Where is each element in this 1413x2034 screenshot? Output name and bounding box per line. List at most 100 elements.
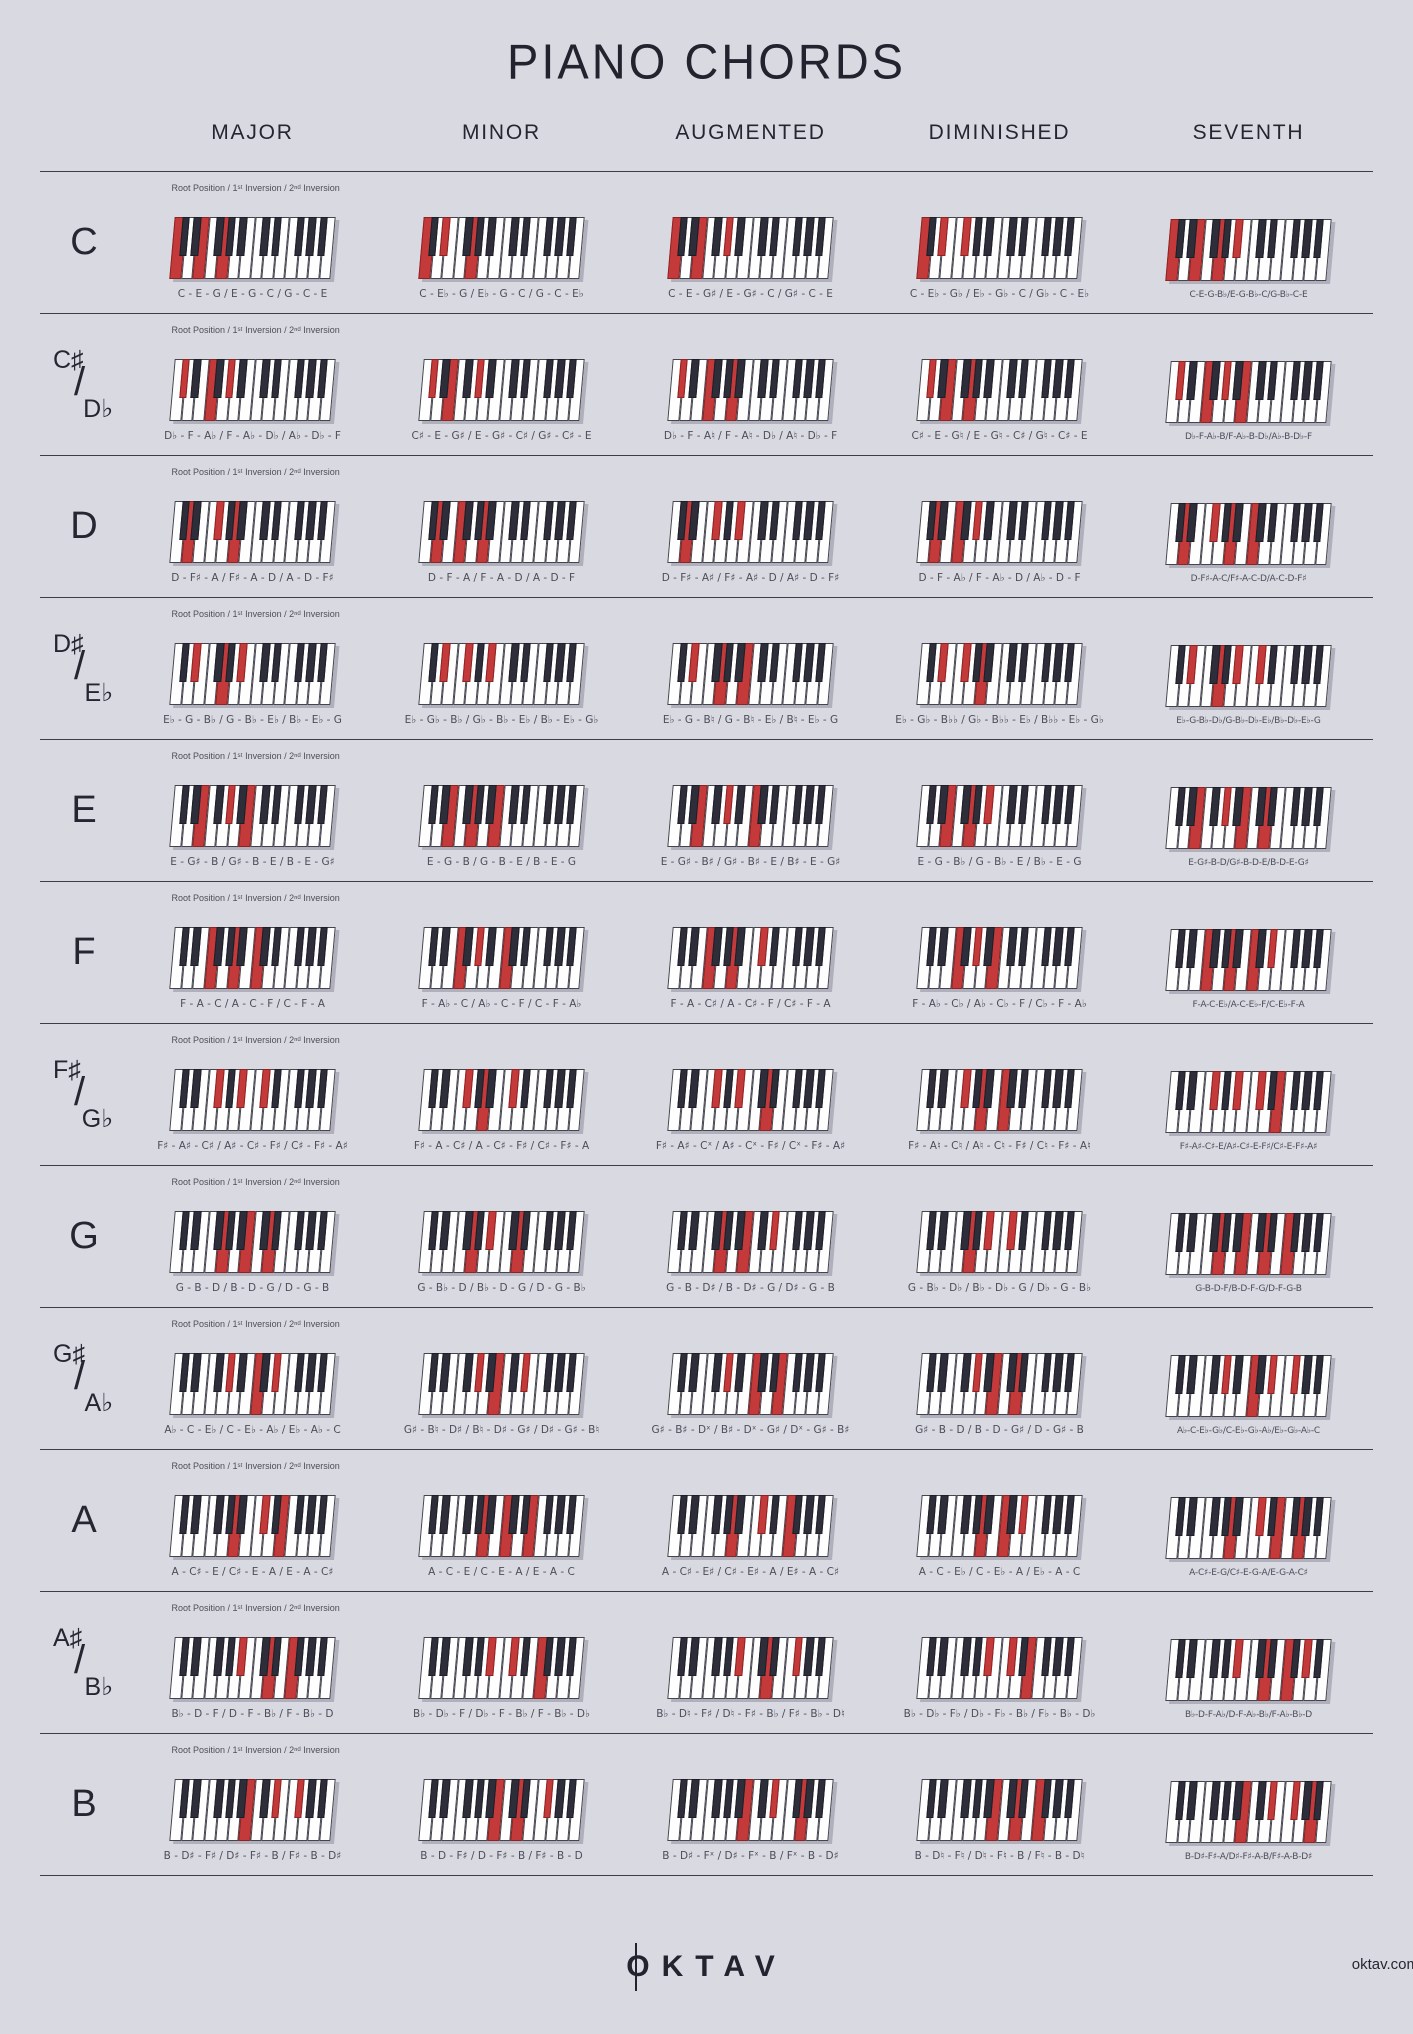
chord-cell-seventh: B♭-D-F-A♭/D-F-A♭-B♭/F-A♭-B♭-D <box>1124 1592 1373 1733</box>
root-sharp-name: A♯ <box>53 1623 83 1652</box>
chord-row: A Root Position / 1ˢᵗ Inversion / 2ⁿᵈ Inv… <box>40 1449 1373 1591</box>
root-flat-name: G♭ <box>81 1104 113 1133</box>
chord-cell-augmented: B - D♯ - Fˣ / D♯ - Fˣ - B / Fˣ - B - D♯ <box>626 1734 875 1875</box>
chord-row: G♯ / A♭ Root Position / 1ˢᵗ Inversion / 2ⁿᵈ… <box>40 1307 1373 1449</box>
root-name: B <box>71 1783 97 1825</box>
keyboard-diagram <box>169 1353 336 1415</box>
chord-cell-minor: E♭ - G♭ - B♭ / G♭ - B♭ - E♭ / B♭ - E♭ - … <box>377 598 626 739</box>
column-headers: MAJOR MINOR AUGMENTED DIMINISHED SEVENTH <box>0 121 1413 145</box>
chord-cell-diminished: E♭ - G♭ - B♭♭ / G♭ - B♭♭ - E♭ / B♭♭ - E♭… <box>875 598 1124 739</box>
inversion-note: Root Position / 1ˢᵗ Inversion / 2ⁿᵈ Inve… <box>171 467 340 477</box>
chord-cell-minor: C♯ - E - G♯ / E - G♯ - C♯ / G♯ - C♯ - E <box>377 314 626 455</box>
root-label-enharmonic: D♯ / E♭ <box>53 630 115 707</box>
root-label: C♯ / D♭ <box>40 314 128 455</box>
chord-cell-seventh: F-A-C-E♭/A-C-E♭-F/C-E♭-F-A <box>1124 882 1373 1023</box>
root-label: E <box>40 740 128 881</box>
keyboard-diagram <box>667 1637 834 1699</box>
chord-cell-minor: B - D - F♯ / D - F♯ - B / F♯ - B - D <box>377 1734 626 1875</box>
chord-cell-diminished: C♯ - E - G♮ / E - G♮ - C♯ / G♮ - C♯ - E <box>875 314 1124 455</box>
chord-cell-seventh: D♭-F-A♭-B/F-A♭-B-D♭/A♭-B-D♭-F <box>1124 314 1373 455</box>
chord-cell-seventh: B-D♯-F♯-A/D♯-F♯-A-B/F♯-A-B-D♯ <box>1124 1734 1373 1875</box>
chord-notes-label: F-A-C-E♭/A-C-E♭-F/C-E♭-F-A <box>1192 1000 1305 1010</box>
inversion-note: Root Position / 1ˢᵗ Inversion / 2ⁿᵈ Inve… <box>171 1177 340 1187</box>
chord-cell-diminished: E - G - B♭ / G - B♭ - E / B♭ - E - G <box>875 740 1124 881</box>
chord-cell-major: Root Position / 1ˢᵗ Inversion / 2ⁿᵈ Inve… <box>128 1734 377 1875</box>
inversion-note: Root Position / 1ˢᵗ Inversion / 2ⁿᵈ Inve… <box>171 325 340 335</box>
keyboard-diagram <box>418 643 585 705</box>
inversion-note: Root Position / 1ˢᵗ Inversion / 2ⁿᵈ Inve… <box>171 1319 340 1329</box>
keyboard-diagram <box>1165 219 1332 281</box>
chord-cell-diminished: C - E♭ - G♭ / E♭ - G♭ - C / G♭ - C - E♭ <box>875 172 1124 313</box>
chord-cell-augmented: D♭ - F - A♮ / F - A♮ - D♭ / A♮ - D♭ - F <box>626 314 875 455</box>
inversion-note: Root Position / 1ˢᵗ Inversion / 2ⁿᵈ Inve… <box>171 1745 340 1755</box>
root-label-enharmonic: A♯ / B♭ <box>53 1623 115 1701</box>
chord-notes-label: C - E - G♯ / E - G♯ - C / G♯ - C - E <box>668 288 833 300</box>
root-flat-name: E♭ <box>84 678 113 707</box>
chord-notes-label: E♭-G-B♭-D♭/G-B♭-D♭-E♭/B♭-D♭-E♭-G <box>1176 716 1321 726</box>
chord-cell-minor: D - F - A / F - A - D / A - D - F <box>377 456 626 597</box>
root-label-enharmonic: F♯ / G♭ <box>53 1055 115 1133</box>
chord-notes-label: D-F♯-A-C/F♯-A-C-D/A-C-D-F♯ <box>1190 574 1307 584</box>
chord-cell-major: Root Position / 1ˢᵗ Inversion / 2ⁿᵈ Inve… <box>128 172 377 313</box>
chord-row: B Root Position / 1ˢᵗ Inversion / 2ⁿᵈ Inv… <box>40 1733 1373 1876</box>
keyboard-diagram <box>667 1495 834 1557</box>
chord-notes-label: D - F♯ - A / F♯ - A - D / A - D - F♯ <box>171 572 334 584</box>
keyboard-diagram <box>916 1353 1083 1415</box>
chord-notes-label: B♭ - D - F / D - F - B♭ / F - B♭ - D <box>171 1708 334 1720</box>
chord-notes-label: B - D♯ - F♯ / D♯ - F♯ - B / F♯ - B - D♯ <box>163 1850 342 1862</box>
root-sharp-name: C♯ <box>53 345 84 374</box>
chord-cell-augmented: A - C♯ - E♯ / C♯ - E♯ - A / E♯ - A - C♯ <box>626 1450 875 1591</box>
chord-notes-label: B♭ - D♮ - F♯ / D♮ - F♯ - B♭ / F♯ - B♭ - … <box>656 1708 845 1720</box>
chord-cell-major: Root Position / 1ˢᵗ Inversion / 2ⁿᵈ Inve… <box>128 882 377 1023</box>
keyboard-diagram <box>418 927 585 989</box>
chord-cell-diminished: G - B♭ - D♭ / B♭ - D♭ - G / D♭ - G - B♭ <box>875 1166 1124 1307</box>
chord-cell-diminished: D - F - A♭ / F - A♭ - D / A♭ - D - F <box>875 456 1124 597</box>
chord-cell-major: Root Position / 1ˢᵗ Inversion / 2ⁿᵈ Inve… <box>128 1592 377 1733</box>
chord-cell-augmented: E - G♯ - B♯ / G♯ - B♯ - E / B♯ - E - G♯ <box>626 740 875 881</box>
brand-logo: OKTAV <box>0 1943 1413 1991</box>
chord-notes-label: E - G - B♭ / G - B♭ - E / B♭ - E - G <box>917 856 1082 868</box>
chord-cell-minor: B♭ - D♭ - F / D♭ - F - B♭ / F - B♭ - D♭ <box>377 1592 626 1733</box>
chord-notes-label: D - F - A♭ / F - A♭ - D / A♭ - D - F <box>918 572 1081 584</box>
keyboard-diagram <box>1165 1497 1332 1559</box>
keyboard-diagram <box>916 1779 1083 1841</box>
keyboard-diagram <box>1165 1781 1332 1843</box>
keyboard-diagram <box>916 1495 1083 1557</box>
chord-notes-label: B♭ - D♭ - F / D♭ - F - B♭ / F - B♭ - D♭ <box>413 1708 590 1720</box>
chord-notes-label: G - B♭ - D♭ / B♭ - D♭ - G / D♭ - G - B♭ <box>907 1282 1092 1294</box>
chord-cell-major: Root Position / 1ˢᵗ Inversion / 2ⁿᵈ Inve… <box>128 1024 377 1165</box>
chord-notes-label: C - E♭ - G♭ / E♭ - G♭ - C / G♭ - C - E♭ <box>909 288 1090 300</box>
chord-notes-label: E♭ - G♭ - B♭♭ / G♭ - B♭♭ - E♭ / B♭♭ - E♭… <box>895 714 1104 726</box>
chord-notes-label: A♭ - C - E♭ / C - E♭ - A♭ / E♭ - A♭ - C <box>164 1424 341 1436</box>
root-sharp-name: F♯ <box>53 1055 81 1084</box>
chord-notes-label: G♯ - B♮ - D♯ / B♮ - D♯ - G♯ / D♯ - G♯ - … <box>403 1424 600 1436</box>
chord-cell-diminished: F - A♭ - C♭ / A♭ - C♭ - F / C♭ - F - A♭ <box>875 882 1124 1023</box>
page-title: PIANO CHORDS <box>507 33 906 90</box>
chord-notes-label: B - D - F♯ / D - F♯ - B / F♯ - B - D <box>420 1850 583 1862</box>
root-name: E <box>71 789 97 831</box>
root-label: G <box>40 1166 128 1307</box>
chord-cell-major: Root Position / 1ˢᵗ Inversion / 2ⁿᵈ Inve… <box>128 1308 377 1449</box>
keyboard-diagram <box>667 1211 834 1273</box>
keyboard-diagram <box>418 359 585 421</box>
chord-cell-seventh: G-B-D-F/B-D-F-G/D-F-G-B <box>1124 1166 1373 1307</box>
keyboard-diagram <box>1165 361 1332 423</box>
root-flat-name: D♭ <box>83 394 113 423</box>
logo-o-glyph: O <box>626 1943 662 1991</box>
keyboard-diagram <box>667 217 834 279</box>
chord-notes-label: F♯ - A - C♯ / A - C♯ - F♯ / C♯ - F♯ - A <box>413 1140 590 1152</box>
keyboard-diagram <box>1165 1213 1332 1275</box>
chord-row: D Root Position / 1ˢᵗ Inversion / 2ⁿᵈ Inv… <box>40 455 1373 597</box>
chord-cell-minor: F - A♭ - C / A♭ - C - F / C - F - A♭ <box>377 882 626 1023</box>
chord-notes-label: D♭-F-A♭-B/F-A♭-B-D♭/A♭-B-D♭-F <box>1185 432 1312 442</box>
chord-cell-diminished: A - C - E♭ / C - E♭ - A / E♭ - A - C <box>875 1450 1124 1591</box>
chord-cell-major: Root Position / 1ˢᵗ Inversion / 2ⁿᵈ Inve… <box>128 740 377 881</box>
chord-cell-minor: C - E♭ - G / E♭ - G - C / G - C - E♭ <box>377 172 626 313</box>
keyboard-diagram <box>169 1495 336 1557</box>
keyboard-diagram <box>667 1069 834 1131</box>
chord-cell-minor: G - B♭ - D / B♭ - D - G / D - G - B♭ <box>377 1166 626 1307</box>
keyboard-diagram <box>667 501 834 563</box>
root-divider: / <box>74 1353 86 1398</box>
chord-notes-label: C - E♭ - G / E♭ - G - C / G - C - E♭ <box>419 288 584 300</box>
site-url: oktav.com <box>1351 1956 1413 1973</box>
